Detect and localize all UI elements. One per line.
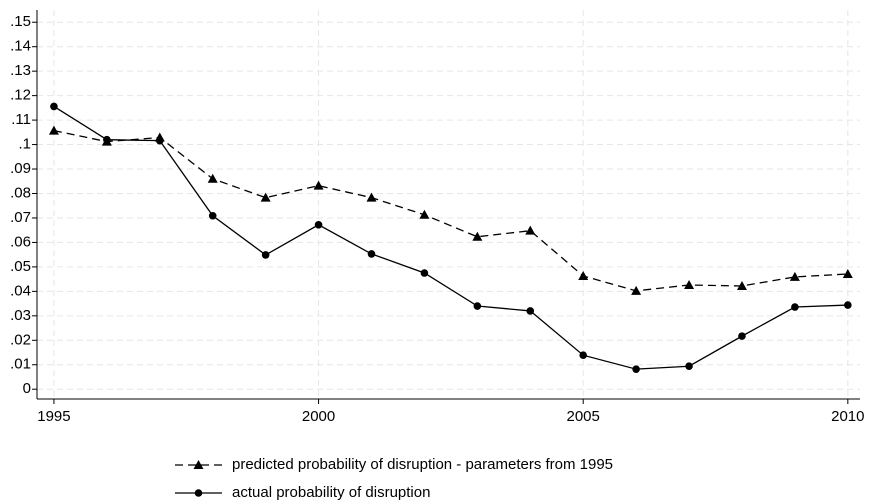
marker (526, 307, 535, 315)
y-tick-label: .09 (10, 160, 31, 177)
y-tick-label: .01 (10, 356, 31, 373)
legend-label: actual probability of disruption (232, 484, 430, 501)
y-tick-label: .04 (10, 282, 31, 299)
marker (789, 271, 800, 281)
marker (260, 192, 271, 202)
y-tick-label: .11 (11, 111, 31, 128)
marker (208, 211, 217, 220)
y-tick-label: .14 (10, 38, 31, 55)
marker (48, 125, 59, 135)
y-tick-label: .07 (10, 209, 31, 226)
x-tick-label: 2000 (302, 408, 335, 425)
marker (155, 136, 164, 145)
series-line (53, 105, 848, 370)
marker (103, 135, 111, 144)
marker (367, 250, 376, 258)
marker (791, 303, 799, 311)
y-tick-label: .03 (10, 307, 31, 324)
y-tick-label: .08 (10, 184, 31, 201)
marker (472, 231, 483, 241)
marker (738, 332, 746, 340)
marker (314, 221, 323, 229)
marker (261, 251, 270, 259)
y-tick-label: .12 (10, 87, 31, 104)
x-tick-label: 1995 (37, 408, 70, 425)
marker (313, 180, 324, 190)
marker (420, 269, 429, 277)
marker (684, 279, 695, 289)
x-tick-label: 2010 (831, 408, 864, 425)
marker (419, 209, 430, 219)
marker (631, 285, 642, 295)
x-tick-label: 2005 (567, 408, 600, 425)
marker (525, 225, 536, 235)
y-tick-label: .15 (10, 13, 31, 30)
marker (578, 270, 589, 280)
legend-label: predicted probability of disruption - pa… (232, 456, 613, 473)
marker (194, 489, 203, 497)
marker (842, 268, 853, 278)
marker (632, 365, 640, 373)
marker (844, 301, 852, 309)
series-line (53, 129, 848, 292)
marker (473, 302, 482, 310)
marker (579, 351, 587, 360)
y-tick-label: .1 (18, 136, 31, 153)
y-tick-label: .13 (10, 62, 31, 79)
marker (685, 362, 693, 371)
marker (207, 173, 218, 183)
y-tick-label: 0 (23, 380, 31, 397)
y-tick-label: .05 (10, 258, 31, 275)
marker (193, 460, 204, 469)
marker (736, 280, 747, 290)
y-tick-label: .02 (10, 331, 31, 348)
marker (366, 192, 377, 202)
marker (50, 102, 58, 111)
y-tick-label: .06 (10, 233, 31, 250)
